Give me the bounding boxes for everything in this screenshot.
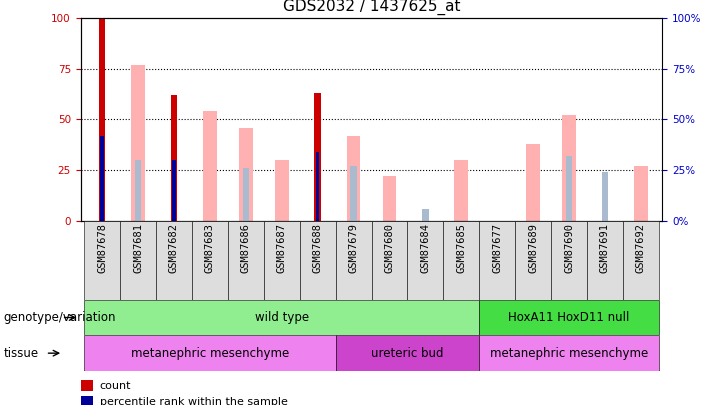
Text: GSM87685: GSM87685	[456, 223, 466, 273]
Bar	[623, 221, 659, 300]
Bar	[350, 166, 357, 221]
Text: GSM87678: GSM87678	[97, 223, 107, 273]
Bar	[316, 152, 320, 221]
Bar	[443, 221, 479, 300]
Bar	[336, 221, 372, 300]
Bar	[372, 221, 407, 300]
Bar	[587, 221, 623, 300]
Bar	[243, 168, 249, 221]
Text: GSM87689: GSM87689	[528, 223, 538, 273]
Text: GSM87683: GSM87683	[205, 223, 215, 273]
Bar	[81, 396, 93, 405]
Text: wild type: wild type	[254, 311, 309, 324]
Text: GSM87692: GSM87692	[636, 223, 646, 273]
Text: HoxA11 HoxD11 null: HoxA11 HoxD11 null	[508, 311, 629, 324]
Bar	[479, 300, 659, 335]
Bar	[172, 160, 176, 221]
Bar	[264, 221, 300, 300]
Bar	[336, 335, 479, 371]
Bar	[120, 221, 156, 300]
Bar	[81, 380, 93, 391]
Bar	[239, 128, 252, 221]
Bar	[100, 136, 104, 221]
Text: GSM87690: GSM87690	[564, 223, 574, 273]
Bar	[515, 221, 551, 300]
Bar	[407, 221, 443, 300]
Bar	[566, 156, 572, 221]
Bar	[156, 221, 192, 300]
Bar	[228, 221, 264, 300]
Bar	[454, 160, 468, 221]
Bar	[383, 176, 396, 221]
Bar	[300, 221, 336, 300]
Bar	[479, 221, 515, 300]
Bar	[551, 221, 587, 300]
Text: GSM87684: GSM87684	[421, 223, 430, 273]
Bar	[275, 160, 289, 221]
Bar	[135, 160, 142, 221]
Bar	[171, 95, 177, 221]
Bar	[131, 65, 145, 221]
Text: GSM87681: GSM87681	[133, 223, 143, 273]
Text: metanephric mesenchyme: metanephric mesenchyme	[131, 347, 289, 360]
Bar	[479, 335, 659, 371]
Text: genotype/variation: genotype/variation	[4, 311, 116, 324]
Bar	[203, 111, 217, 221]
Text: GSM87677: GSM87677	[492, 223, 502, 273]
Bar	[422, 209, 428, 221]
Bar	[192, 221, 228, 300]
Bar	[315, 93, 321, 221]
Bar	[84, 300, 479, 335]
Text: GSM87687: GSM87687	[277, 223, 287, 273]
Text: GSM87691: GSM87691	[600, 223, 610, 273]
Text: count: count	[100, 381, 131, 391]
Text: GSM87679: GSM87679	[348, 223, 359, 273]
Bar	[634, 166, 648, 221]
Text: GSM87686: GSM87686	[241, 223, 251, 273]
Text: tissue: tissue	[4, 347, 39, 360]
Bar	[562, 115, 576, 221]
Bar	[601, 172, 608, 221]
Bar	[84, 335, 336, 371]
Title: GDS2032 / 1437625_at: GDS2032 / 1437625_at	[283, 0, 461, 15]
Bar	[84, 221, 120, 300]
Text: metanephric mesenchyme: metanephric mesenchyme	[490, 347, 648, 360]
Text: GSM87682: GSM87682	[169, 223, 179, 273]
Bar	[526, 144, 540, 221]
Text: percentile rank within the sample: percentile rank within the sample	[100, 397, 287, 405]
Text: ureteric bud: ureteric bud	[372, 347, 444, 360]
Bar	[99, 18, 105, 221]
Text: GSM87680: GSM87680	[384, 223, 395, 273]
Text: GSM87688: GSM87688	[313, 223, 322, 273]
Bar	[347, 136, 360, 221]
